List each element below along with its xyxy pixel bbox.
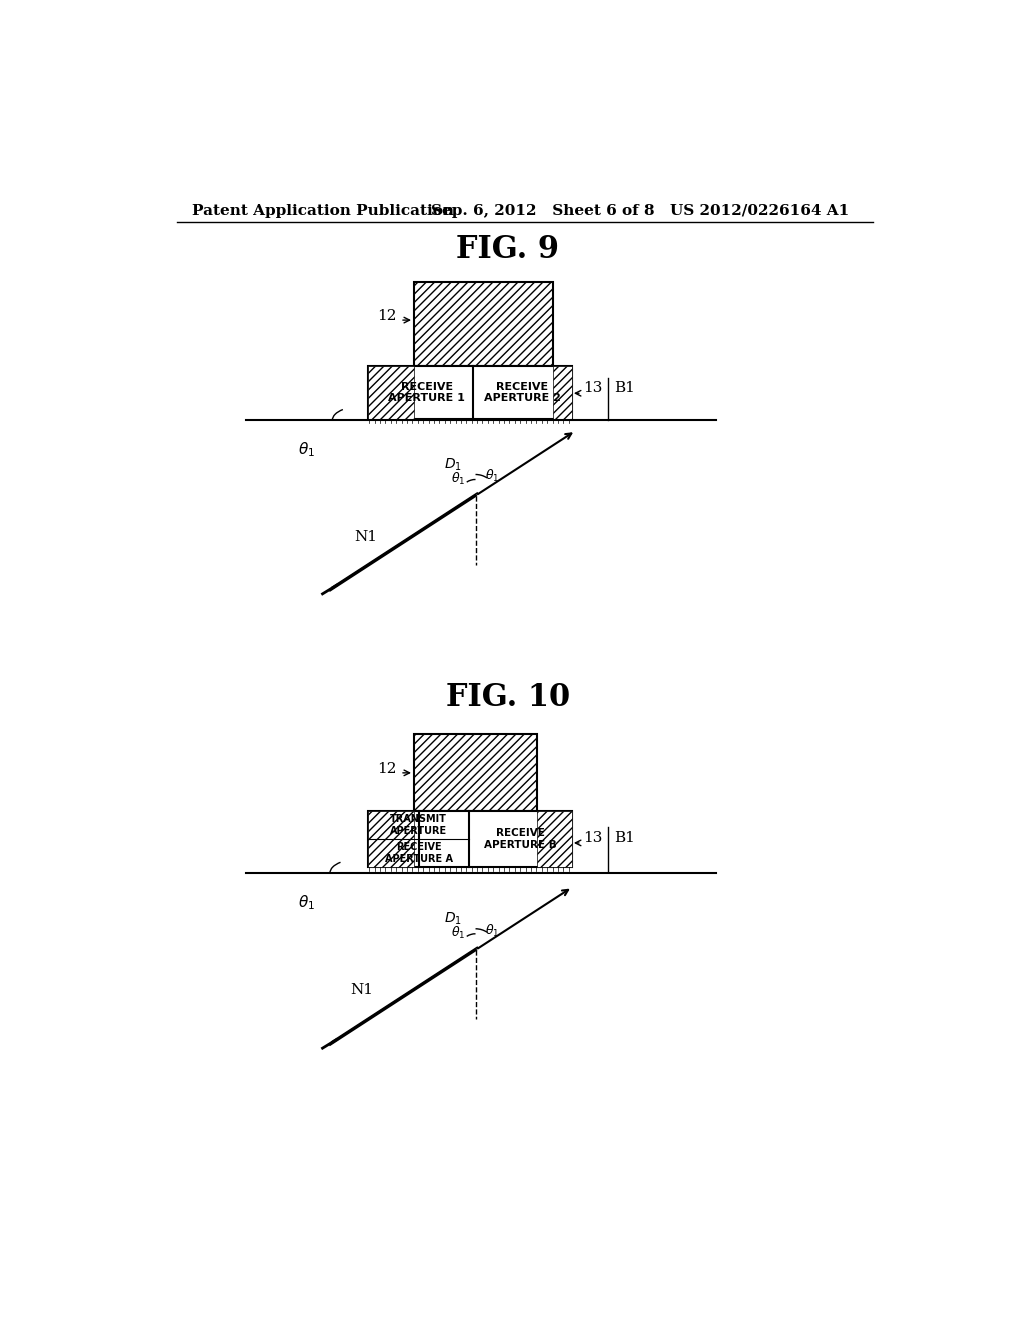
Bar: [368, 367, 571, 418]
Text: $\theta_1$: $\theta_1$: [298, 440, 314, 459]
Text: $D_1$: $D_1$: [443, 911, 462, 928]
Bar: [414, 734, 538, 812]
Bar: [368, 367, 414, 418]
Bar: [414, 281, 553, 367]
Text: $\theta_1$: $\theta_1$: [298, 892, 314, 912]
Text: US 2012/0226164 A1: US 2012/0226164 A1: [670, 203, 849, 218]
Text: Patent Application Publication: Patent Application Publication: [193, 203, 455, 218]
Text: RECEIVE
APERTURE B: RECEIVE APERTURE B: [484, 828, 557, 850]
Text: 13: 13: [584, 830, 603, 845]
Bar: [368, 812, 571, 867]
Text: $\theta_1$: $\theta_1$: [485, 469, 500, 484]
Text: 12: 12: [377, 762, 396, 776]
Text: B1: B1: [614, 381, 635, 395]
Text: N1: N1: [350, 983, 373, 997]
Text: RECEIVE
APERTURE A: RECEIVE APERTURE A: [385, 842, 453, 863]
Bar: [368, 812, 414, 867]
Bar: [553, 367, 571, 418]
Text: RECEIVE
APERTURE 1: RECEIVE APERTURE 1: [388, 381, 465, 404]
Text: RECEIVE
APERTURE 2: RECEIVE APERTURE 2: [484, 381, 561, 404]
Text: 13: 13: [584, 381, 603, 395]
Text: B1: B1: [614, 830, 635, 845]
Text: N1: N1: [354, 531, 377, 544]
Bar: [538, 812, 571, 867]
Text: Sep. 6, 2012   Sheet 6 of 8: Sep. 6, 2012 Sheet 6 of 8: [431, 203, 654, 218]
Text: $D_1$: $D_1$: [443, 457, 462, 473]
Text: 12: 12: [377, 309, 396, 323]
Text: TRANSMIT
APERTURE: TRANSMIT APERTURE: [390, 814, 447, 836]
Text: FIG. 9: FIG. 9: [457, 234, 559, 265]
Text: $\theta_1$: $\theta_1$: [485, 923, 500, 939]
Text: $\theta_1$: $\theta_1$: [452, 925, 466, 941]
Text: $\theta_1$: $\theta_1$: [452, 471, 466, 487]
Text: FIG. 10: FIG. 10: [445, 682, 570, 713]
